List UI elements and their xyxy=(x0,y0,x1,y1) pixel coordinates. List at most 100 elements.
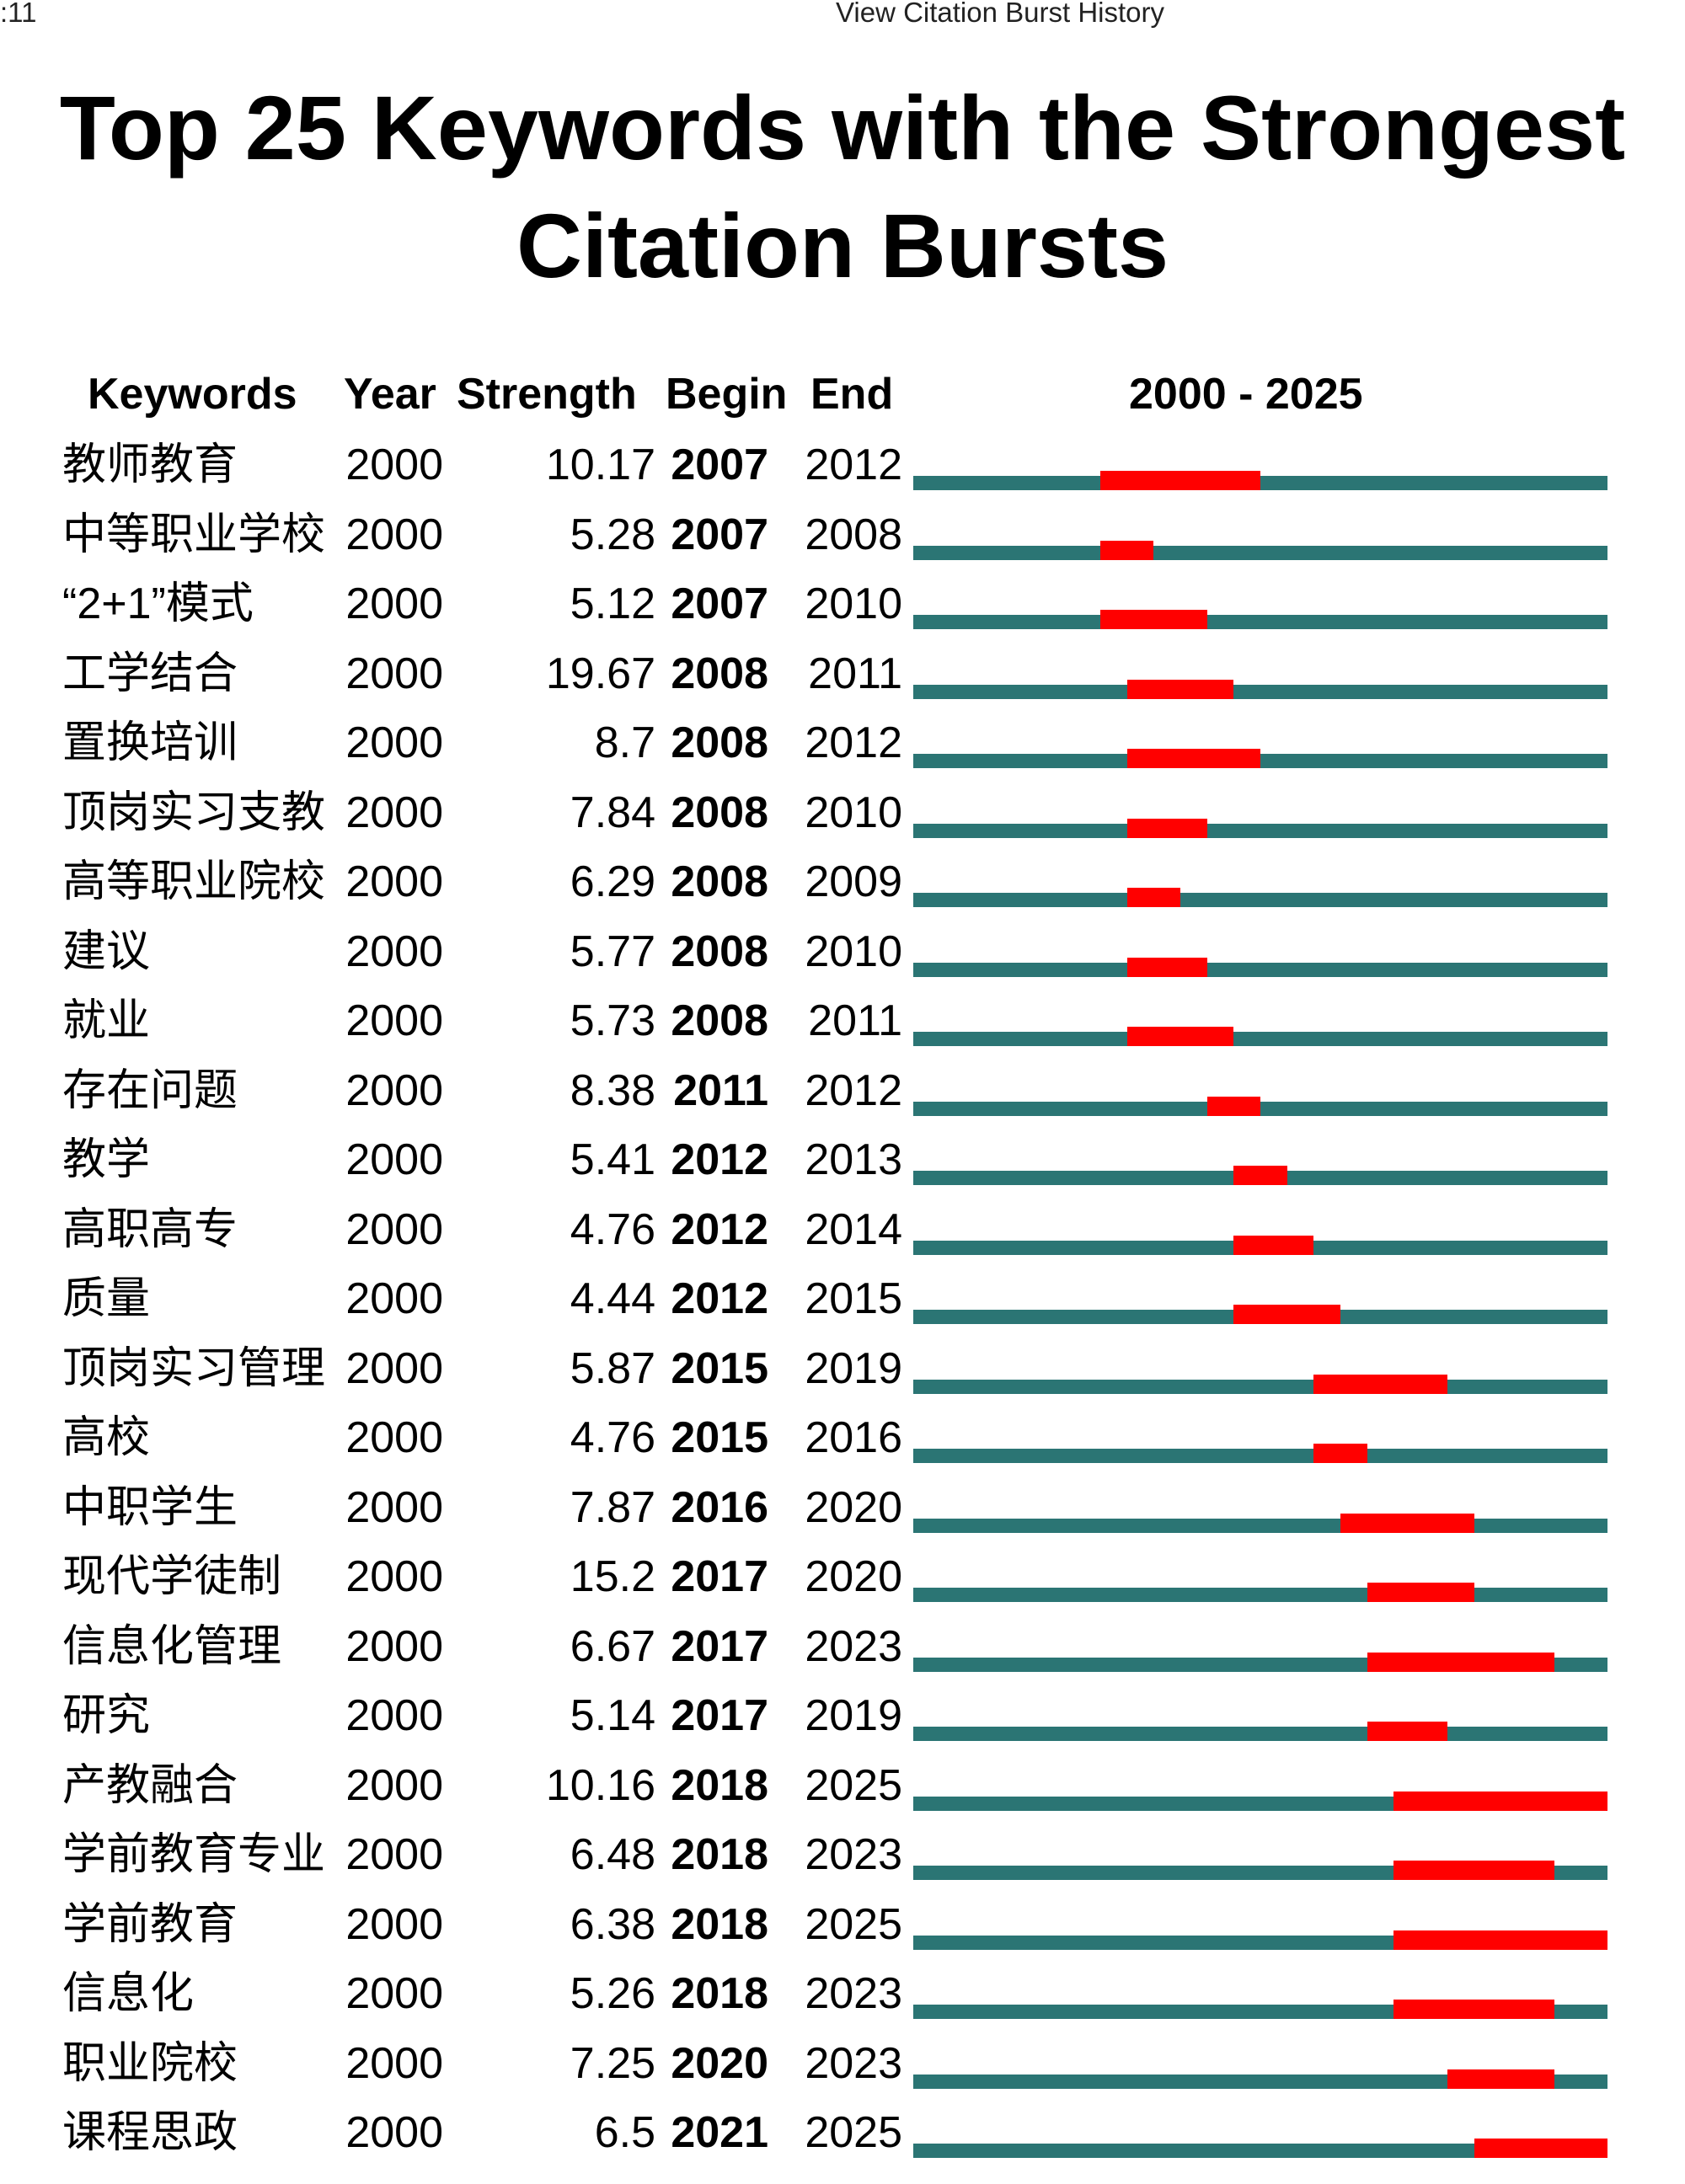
burst-bar xyxy=(1393,1930,1607,1950)
burst-bar xyxy=(1206,1096,1260,1116)
begin-cell: 2007 xyxy=(671,441,768,489)
keyword-cell: 信息化管理 xyxy=(62,1621,282,1671)
strength-cell: 15.2 xyxy=(570,1552,655,1601)
year-cell: 2000 xyxy=(345,857,443,906)
year-cell: 2000 xyxy=(345,718,443,767)
burst-bar xyxy=(1099,610,1207,629)
year-cell: 2000 xyxy=(345,1830,443,1879)
timeline-bar xyxy=(913,1518,1607,1533)
timeline-bar xyxy=(913,893,1607,907)
burst-bar xyxy=(1126,957,1207,977)
year-cell: 2000 xyxy=(345,1204,443,1254)
strength-cell: 7.84 xyxy=(570,788,655,837)
keyword-cell: 高校 xyxy=(62,1413,151,1462)
burst-bar xyxy=(1126,1027,1234,1046)
keyword-cell: 高等职业院校 xyxy=(62,857,326,906)
burst-bar xyxy=(1313,1374,1447,1394)
end-cell: 2010 xyxy=(805,788,902,837)
timeline-bar xyxy=(913,962,1607,977)
strength-cell: 4.44 xyxy=(570,1274,655,1323)
keyword-cell: 置换培训 xyxy=(62,718,238,767)
strength-cell: 5.28 xyxy=(570,510,655,559)
begin-cell: 2012 xyxy=(671,1204,768,1254)
year-cell: 2000 xyxy=(345,2108,443,2157)
strength-cell: 5.12 xyxy=(570,579,655,628)
year-cell: 2000 xyxy=(345,1899,443,1949)
burst-bar xyxy=(1340,1513,1474,1533)
keyword-cell: 就业 xyxy=(62,996,151,1045)
year-cell: 2000 xyxy=(345,1135,443,1184)
timeline-bar xyxy=(913,2144,1607,2158)
end-cell: 2012 xyxy=(805,441,902,489)
burst-bar xyxy=(1474,2139,1607,2158)
end-cell: 2023 xyxy=(805,1830,902,1879)
keyword-cell: 工学结合 xyxy=(62,649,238,698)
header-begin: Begin xyxy=(666,370,788,419)
keyword-cell: 顶岗实习支教 xyxy=(62,788,326,837)
begin-cell: 2007 xyxy=(671,510,768,559)
timeline-bar xyxy=(913,545,1607,560)
keyword-cell: 学前教育 xyxy=(62,1899,238,1949)
keyword-cell: 顶岗实习管理 xyxy=(62,1343,326,1393)
year-cell: 2000 xyxy=(345,788,443,837)
begin-cell: 2018 xyxy=(671,1969,768,2018)
year-cell: 2000 xyxy=(345,1482,443,1532)
strength-cell: 8.7 xyxy=(594,718,655,767)
timeline-bar xyxy=(913,1588,1607,1602)
begin-cell: 2017 xyxy=(671,1621,768,1671)
header-keywords: Keywords xyxy=(88,370,297,419)
strength-cell: 10.17 xyxy=(545,441,655,489)
begin-cell: 2020 xyxy=(671,2038,768,2088)
begin-cell: 2008 xyxy=(671,649,768,698)
keyword-cell: 建议 xyxy=(62,926,151,976)
keyword-cell: 中职学生 xyxy=(62,1482,238,1532)
begin-cell: 2016 xyxy=(671,1482,768,1532)
burst-bar xyxy=(1393,1861,1554,1880)
begin-cell: 2008 xyxy=(671,926,768,976)
strength-cell: 4.76 xyxy=(570,1204,655,1254)
begin-cell: 2018 xyxy=(671,1760,768,1810)
end-cell: 2015 xyxy=(805,1274,902,1323)
begin-cell: 2017 xyxy=(671,1552,768,1601)
year-cell: 2000 xyxy=(345,1760,443,1810)
end-cell: 2012 xyxy=(805,718,902,767)
end-cell: 2016 xyxy=(805,1413,902,1462)
year-cell: 2000 xyxy=(345,1691,443,1740)
status-time: :11 xyxy=(0,0,37,28)
end-cell: 2011 xyxy=(808,649,902,698)
burst-bar xyxy=(1367,1652,1554,1672)
end-cell: 2025 xyxy=(805,2108,902,2157)
year-cell: 2000 xyxy=(345,1969,443,2018)
timeline-bar xyxy=(913,1727,1607,1741)
year-cell: 2000 xyxy=(345,926,443,976)
burst-bar xyxy=(1447,2069,1554,2089)
end-cell: 2009 xyxy=(805,857,902,906)
strength-cell: 6.29 xyxy=(570,857,655,906)
timeline-bar xyxy=(913,1379,1607,1394)
end-cell: 2025 xyxy=(805,1899,902,1949)
end-cell: 2023 xyxy=(805,1969,902,2018)
year-cell: 2000 xyxy=(345,510,443,559)
keyword-cell: 中等职业学校 xyxy=(62,510,326,559)
begin-cell: 2007 xyxy=(671,579,768,628)
end-cell: 2019 xyxy=(805,1691,902,1740)
end-cell: 2025 xyxy=(805,1760,902,1810)
keyword-cell: 课程思政 xyxy=(62,2108,238,2157)
burst-bar xyxy=(1233,1235,1314,1255)
begin-cell: 2008 xyxy=(671,718,768,767)
timeline-bar xyxy=(913,2074,1607,2089)
year-cell: 2000 xyxy=(345,1343,443,1393)
chart-title-line-2: Citation Bursts xyxy=(516,195,1169,296)
year-cell: 2000 xyxy=(345,1413,443,1462)
strength-cell: 19.67 xyxy=(545,649,655,698)
end-cell: 2023 xyxy=(805,1621,902,1671)
strength-cell: 5.77 xyxy=(570,926,655,976)
strength-cell: 10.16 xyxy=(545,1760,655,1810)
burst-bar xyxy=(1126,818,1207,838)
keyword-cell: 教师教育 xyxy=(62,441,238,489)
burst-bar xyxy=(1233,1305,1341,1324)
header-end: End xyxy=(810,370,894,419)
begin-cell: 2008 xyxy=(671,996,768,1045)
end-cell: 2019 xyxy=(805,1343,902,1393)
end-cell: 2023 xyxy=(805,2038,902,2088)
